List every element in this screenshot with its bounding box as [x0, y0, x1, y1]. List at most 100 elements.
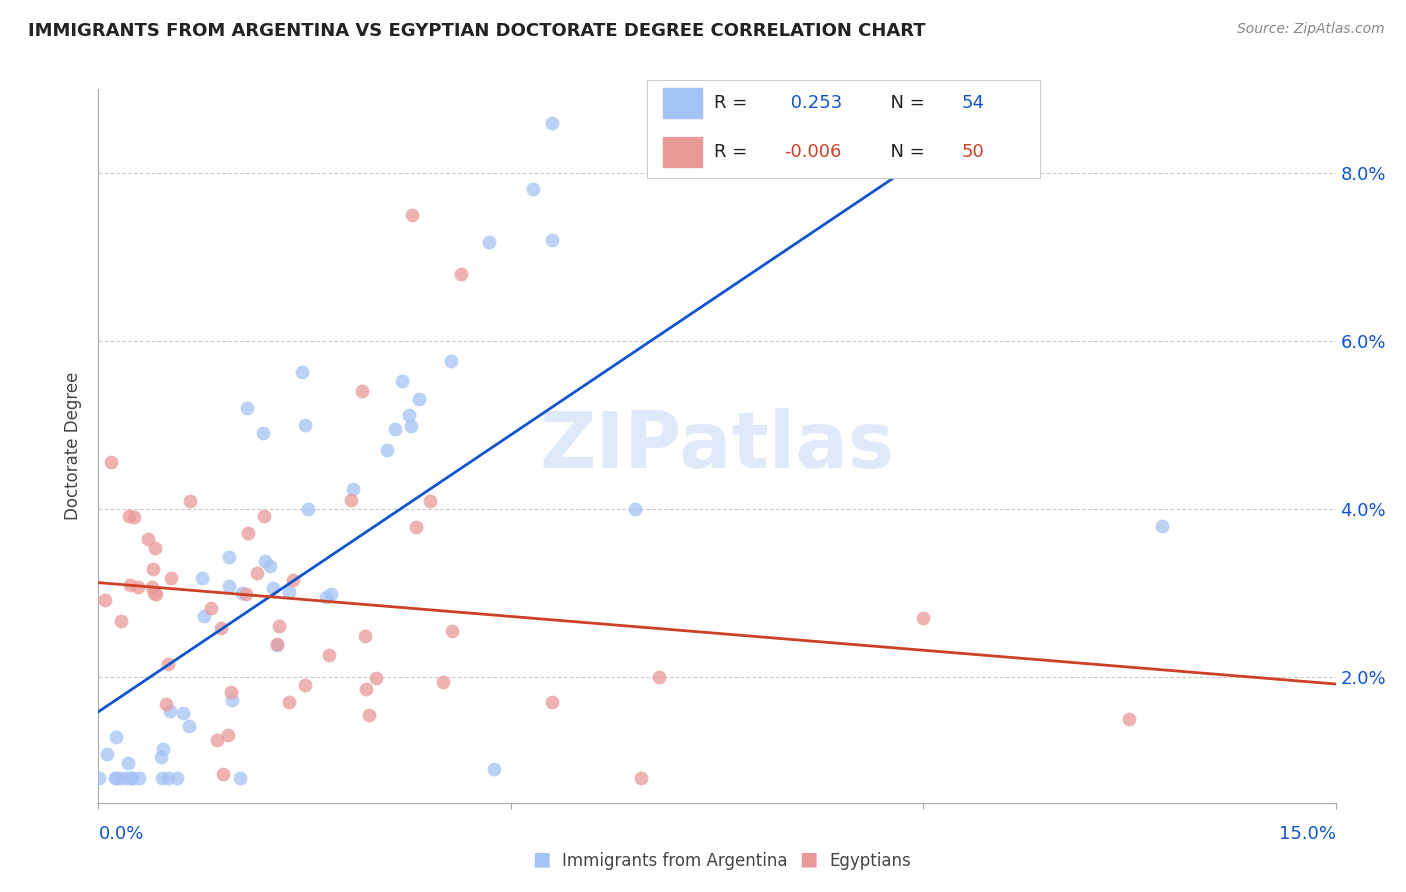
Point	[179, 494, 201, 508]
Point	[522, 182, 544, 196]
Point	[278, 584, 301, 599]
Point	[419, 493, 441, 508]
Point	[253, 508, 276, 523]
Text: 50: 50	[962, 143, 984, 161]
Point	[540, 116, 562, 130]
Point	[912, 611, 935, 625]
Point	[150, 771, 173, 785]
Text: -0.006: -0.006	[785, 143, 842, 161]
Point	[200, 601, 222, 615]
Point	[157, 771, 180, 785]
Text: ■: ■	[799, 849, 818, 869]
Point	[120, 771, 142, 785]
Point	[150, 749, 173, 764]
Point	[246, 566, 269, 581]
Point	[120, 578, 142, 592]
Point	[96, 747, 118, 761]
Point	[294, 417, 316, 432]
Point	[236, 526, 259, 541]
Point	[408, 392, 430, 406]
Point	[121, 771, 143, 785]
Point	[118, 508, 141, 523]
Point	[122, 510, 145, 524]
Point	[541, 233, 564, 247]
Point	[145, 587, 167, 601]
Text: 0.0%: 0.0%	[98, 825, 143, 843]
Point	[104, 771, 127, 785]
Point	[104, 731, 127, 745]
Point	[342, 482, 364, 496]
Point	[110, 771, 132, 785]
Point	[364, 671, 387, 685]
Point	[630, 771, 652, 785]
Point	[1152, 518, 1174, 533]
Point	[236, 401, 259, 416]
Point	[231, 586, 253, 600]
Point	[478, 235, 501, 249]
Point	[398, 408, 420, 422]
Point	[172, 706, 194, 720]
Text: Source: ZipAtlas.com: Source: ZipAtlas.com	[1237, 22, 1385, 37]
Point	[141, 581, 163, 595]
Point	[318, 648, 340, 663]
Point	[221, 692, 243, 706]
Point	[354, 681, 377, 696]
Point	[142, 586, 165, 600]
Text: N =: N =	[879, 143, 931, 161]
Point	[190, 571, 212, 585]
Point	[644, 116, 666, 130]
Point	[177, 719, 200, 733]
Point	[94, 592, 117, 607]
Point	[235, 587, 257, 601]
Point	[89, 771, 111, 785]
Point	[315, 590, 337, 604]
Point	[266, 637, 288, 651]
Point	[405, 520, 427, 534]
FancyBboxPatch shape	[662, 137, 702, 167]
Point	[157, 657, 180, 671]
Point	[219, 685, 242, 699]
Point	[269, 619, 291, 633]
FancyBboxPatch shape	[662, 88, 702, 118]
Point	[294, 678, 316, 692]
Point	[128, 771, 150, 785]
Point	[319, 587, 342, 601]
Y-axis label: Doctorate Degree: Doctorate Degree	[65, 372, 83, 520]
Point	[391, 374, 413, 388]
Point	[166, 771, 188, 785]
Point	[254, 554, 277, 568]
Point	[384, 422, 406, 436]
Point	[127, 581, 149, 595]
Point	[648, 670, 671, 684]
Point	[440, 354, 463, 368]
Point	[100, 455, 122, 469]
Point	[229, 771, 252, 785]
Point	[266, 638, 288, 652]
Point	[278, 695, 301, 709]
Point	[484, 762, 506, 776]
Point	[115, 771, 138, 785]
Point	[541, 695, 564, 709]
Point	[623, 502, 645, 516]
Point	[441, 624, 464, 638]
Point	[432, 674, 454, 689]
Point	[218, 579, 240, 593]
Point	[340, 492, 363, 507]
Point	[252, 426, 274, 441]
Text: Immigrants from Argentina: Immigrants from Argentina	[562, 852, 787, 870]
Text: 54: 54	[962, 94, 984, 112]
Point	[359, 707, 381, 722]
Point	[152, 741, 174, 756]
Point	[401, 208, 423, 222]
Text: ZIPatlas: ZIPatlas	[540, 408, 894, 484]
Point	[117, 756, 139, 771]
Text: R =: R =	[714, 143, 752, 161]
Point	[136, 532, 159, 546]
Point	[155, 697, 177, 711]
Point	[291, 365, 314, 379]
Point	[218, 550, 240, 565]
Point	[207, 733, 229, 747]
Point	[259, 559, 281, 574]
Point	[217, 728, 239, 742]
Point	[193, 609, 215, 624]
